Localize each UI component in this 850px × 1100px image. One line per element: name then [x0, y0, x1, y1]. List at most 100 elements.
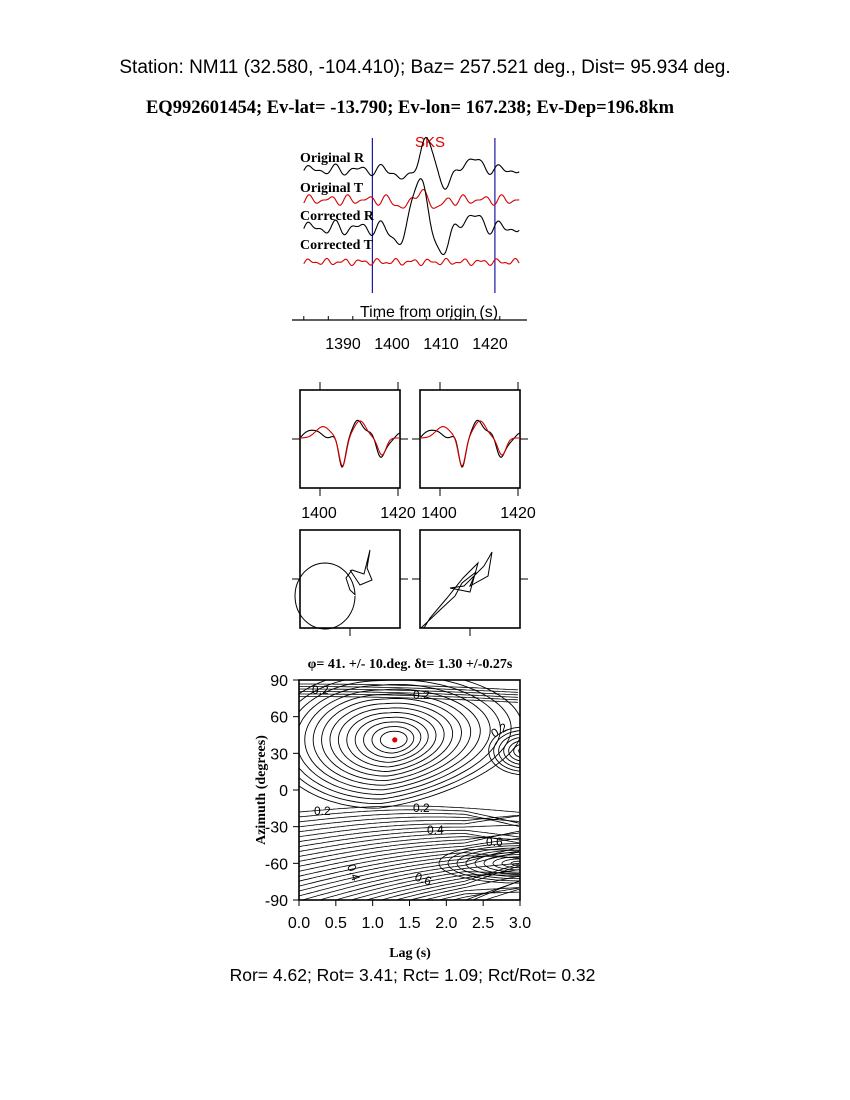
time-axis-ticks — [303, 316, 501, 320]
contour-line — [299, 683, 491, 795]
splitting-ratios: Ror= 4.62; Rot= 3.41; Rct= 1.09; Rct/Rot… — [229, 965, 596, 985]
y-tick-90: 90 — [270, 673, 288, 690]
contour-line — [513, 744, 520, 758]
waveform-right-tick-1420: 1420 — [500, 505, 536, 522]
contour-line — [299, 809, 520, 824]
contour-line — [299, 849, 519, 877]
contour-line — [304, 688, 481, 791]
x-tick-2-0: 2.0 — [435, 915, 457, 932]
contour-line — [299, 688, 519, 696]
contour-label-9: 0.6 — [413, 870, 434, 889]
trace-label-original-r: Original R — [300, 151, 365, 166]
x-axis-label: Lag (s) — [389, 946, 431, 961]
contour-line — [492, 856, 520, 871]
y-tick-0: 0 — [279, 783, 288, 800]
particle-motion-left — [292, 529, 408, 636]
y-tick-30: 30 — [270, 746, 288, 763]
contour-line — [518, 748, 520, 754]
contour-line — [501, 858, 520, 869]
contour-line — [299, 837, 520, 872]
contour-line — [447, 845, 520, 882]
contour-value-labels: 0.2 0.2 0.2 0.2 0.2 0.4 0.6 0.4 0.6 — [312, 683, 510, 889]
time-tick-1400: 1400 — [374, 336, 410, 353]
trace-corrected-r — [303, 178, 520, 256]
time-axis-label: Time from origin (s) — [360, 304, 498, 321]
contour-line — [337, 707, 445, 772]
contour-label-8: 0.4 — [344, 862, 363, 883]
contour-line — [299, 829, 520, 847]
waveform-right-frame — [419, 389, 521, 489]
contour-line — [299, 813, 520, 827]
contour-label-2: 0.2 — [413, 688, 430, 702]
contour-line — [299, 814, 520, 833]
contour-line — [498, 733, 520, 769]
contour-line — [299, 832, 520, 862]
particle-motion-right — [412, 529, 528, 636]
contour-label-3: 0.2 — [489, 720, 511, 741]
contour-panel: φ= 41. +/- 10.deg. δt= 1.30 +/-0.27s 90 … — [254, 657, 531, 961]
particle-left-ticks — [292, 578, 408, 636]
contour-line — [493, 730, 520, 772]
contour-line — [474, 851, 520, 875]
waveform-panel-left: 1400 1420 — [292, 382, 416, 522]
contour-line — [299, 805, 520, 813]
contour-line — [334, 871, 519, 900]
waveform-left-tick-1400: 1400 — [301, 505, 337, 522]
contour-axis-ticks — [293, 679, 521, 906]
x-tick-2-5: 2.5 — [472, 915, 494, 932]
y-tick-minus-90: -90 — [265, 893, 288, 910]
particle-right-frame — [419, 529, 521, 629]
contour-line — [299, 850, 520, 892]
station-info: Station: NM11 (32.580, -104.410); Baz= 2… — [119, 57, 731, 78]
contour-line — [379, 730, 408, 749]
y-tick-60: 60 — [270, 710, 288, 727]
contour-line — [299, 680, 520, 809]
contour-line — [488, 726, 520, 775]
contour-line — [464, 881, 520, 900]
contour-line — [508, 740, 520, 762]
waveform-left-tick-1420: 1420 — [380, 505, 416, 522]
contour-label-7: 0.6 — [486, 835, 503, 849]
contour-line — [471, 880, 520, 900]
y-tick-minus-60: -60 — [265, 856, 288, 873]
contour-line — [456, 847, 520, 880]
x-tick-0-5: 0.5 — [325, 915, 347, 932]
contour-line — [437, 891, 520, 900]
contour-line — [354, 716, 429, 763]
contour-line — [317, 862, 520, 900]
contour-line — [423, 887, 520, 900]
y-tick-minus-30: -30 — [265, 820, 288, 837]
x-tick-0-0: 0.0 — [288, 915, 310, 932]
minimum-marker — [392, 737, 398, 743]
contour-line — [371, 726, 415, 754]
contour-lines — [299, 680, 520, 900]
contour-line — [299, 691, 519, 698]
waveform-right-slow — [420, 420, 520, 467]
particle-right-ticks — [412, 578, 528, 636]
contour-line — [465, 849, 520, 877]
waveform-panel-right: 1400 1420 — [412, 382, 536, 522]
contour-line — [510, 860, 520, 866]
waveform-right-tick-1400: 1400 — [421, 505, 457, 522]
particle-motion-right-path — [420, 551, 493, 629]
event-info: EQ992601454; Ev-lat= -13.790; Ev-lon= 16… — [145, 98, 675, 118]
contour-line — [346, 712, 437, 768]
contour-line — [299, 833, 520, 852]
contour-line — [321, 698, 462, 782]
contour-line — [312, 693, 472, 786]
contour-label-6: 0.4 — [427, 823, 444, 837]
contour-line — [299, 815, 520, 838]
contour-line — [408, 875, 520, 900]
contour-line — [438, 843, 520, 884]
contour-line — [329, 702, 454, 777]
waveform-right-fast — [419, 419, 521, 468]
trace-original-r — [303, 136, 520, 190]
waveform-left-frame — [299, 389, 401, 489]
time-tick-1390: 1390 — [325, 336, 361, 353]
contour-line — [299, 680, 512, 805]
particle-motion-left-path — [294, 549, 373, 630]
waveform-left-ticks — [292, 382, 408, 496]
phase-label: SKS — [415, 134, 445, 151]
traces-panel: SKS Original R Original T Corrected R Co… — [292, 134, 527, 353]
